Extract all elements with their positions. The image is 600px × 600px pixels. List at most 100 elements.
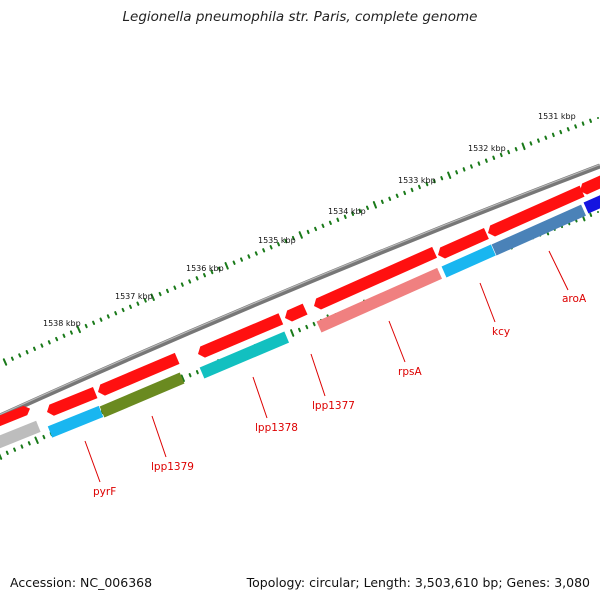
gene-arrow[interactable] — [96, 352, 180, 398]
major-tick — [180, 374, 185, 382]
minor-tick — [5, 450, 9, 455]
minor-tick — [92, 320, 96, 325]
minor-tick — [298, 327, 301, 333]
major-tick — [2, 358, 8, 366]
minor-tick — [514, 147, 518, 152]
minor-tick — [395, 193, 399, 198]
kbp-label-1533: 1533 kbp — [398, 176, 436, 185]
minor-tick — [188, 279, 192, 284]
minor-tick — [33, 346, 36, 351]
minor-tick — [136, 301, 140, 306]
minor-tick — [62, 333, 66, 338]
minor-tick — [143, 298, 147, 303]
minor-tick — [418, 184, 421, 190]
minor-tick — [403, 190, 407, 196]
gene-label-lpp1378: lpp1378 — [255, 422, 298, 434]
minor-tick — [574, 124, 578, 129]
topology-text: Topology: circular; Length: 3,503,610 bp… — [246, 575, 590, 590]
minor-tick — [129, 304, 132, 309]
minor-tick — [507, 149, 511, 155]
minor-tick — [544, 135, 548, 140]
minor-tick — [47, 340, 51, 345]
track-box-pink — [316, 267, 443, 333]
gene-label-kcy: kcy — [492, 326, 510, 338]
minor-tick — [158, 291, 162, 297]
minor-tick — [284, 239, 288, 244]
major-tick — [224, 262, 229, 270]
minor-tick — [566, 127, 570, 132]
minor-tick — [195, 276, 199, 281]
minor-tick — [40, 343, 44, 348]
minor-tick — [312, 321, 316, 327]
minor-tick — [314, 226, 318, 232]
major-tick — [298, 231, 303, 239]
minor-tick — [203, 273, 206, 278]
gene-arrow[interactable] — [0, 404, 32, 429]
minor-tick — [269, 245, 273, 250]
label-leaders — [84, 250, 569, 483]
leader-aroA — [548, 250, 569, 291]
track-box-cyan — [47, 405, 104, 438]
minor-tick — [470, 164, 473, 169]
gene-arrow[interactable] — [283, 303, 308, 324]
minor-tick — [254, 251, 258, 256]
leader-kcy — [479, 282, 496, 323]
gene-label-lpp1377: lpp1377 — [312, 400, 355, 412]
minor-tick — [114, 311, 118, 316]
minor-tick — [247, 254, 251, 259]
minor-tick — [20, 444, 24, 449]
gene-arrow[interactable] — [436, 227, 489, 261]
track-box-gray — [0, 420, 41, 451]
track-box-teal — [199, 331, 290, 379]
gene-arrow[interactable] — [196, 313, 284, 359]
minor-tick — [69, 330, 73, 335]
minor-tick — [305, 324, 309, 330]
gene-arrow[interactable] — [578, 169, 600, 196]
major-tick — [34, 436, 39, 444]
gene-label-aroA: aroA — [562, 293, 587, 305]
minor-tick — [240, 257, 243, 262]
minor-tick — [351, 211, 355, 216]
gene-label-pyrF: pyrF — [93, 486, 116, 498]
minor-tick — [462, 167, 466, 172]
leader-lpp1378 — [252, 376, 268, 419]
minor-tick — [210, 269, 214, 275]
track-box-olive — [99, 372, 185, 418]
gene-arrow[interactable] — [45, 386, 98, 418]
genome-backbone-highlight — [0, 163, 600, 416]
track-box-steelblue — [491, 204, 586, 256]
major-tick — [447, 171, 452, 179]
minor-tick — [180, 282, 184, 287]
kbp-label-1538: 1538 kbp — [43, 319, 81, 328]
major-tick — [150, 293, 155, 301]
minor-tick — [321, 223, 325, 228]
kbp-label-1537: 1537 kbp — [115, 292, 153, 301]
minor-tick — [188, 373, 192, 378]
minor-tick — [13, 447, 17, 452]
minor-tick — [306, 229, 310, 235]
kbp-label-1532: 1532 kbp — [468, 144, 506, 153]
major-tick — [290, 329, 295, 337]
minor-tick — [121, 307, 125, 313]
minor-tick — [425, 181, 429, 187]
minor-tick — [455, 170, 459, 175]
minor-tick — [343, 214, 347, 219]
gene-arrow[interactable] — [486, 185, 585, 239]
leader-rpsA — [388, 320, 406, 363]
minor-tick — [217, 266, 221, 272]
minor-tick — [328, 220, 332, 225]
minor-tick — [55, 336, 59, 342]
leader-lpp1379 — [151, 415, 167, 458]
minor-tick — [291, 235, 295, 241]
minor-tick — [42, 434, 46, 440]
minor-tick — [195, 370, 199, 375]
gene-arrow[interactable] — [312, 246, 438, 312]
scale-ticks — [2, 117, 599, 366]
gene-label-rpsA: rpsA — [398, 366, 422, 378]
minor-tick — [10, 356, 14, 361]
minor-tick — [388, 196, 392, 201]
minor-tick — [99, 317, 103, 322]
minor-tick — [581, 121, 585, 126]
